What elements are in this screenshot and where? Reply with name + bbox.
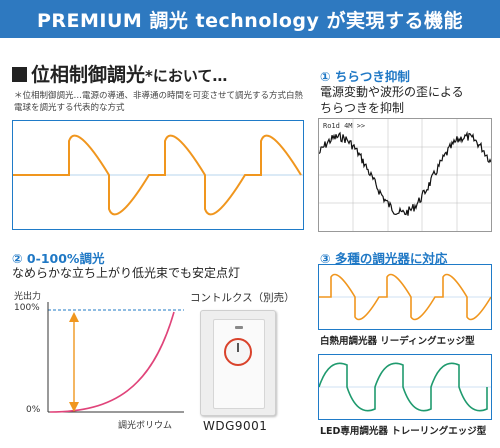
leading-edge-waveform: [13, 134, 303, 216]
phase-control-heading-text: 位相制御調光: [31, 64, 146, 86]
flicker-desc-line1: 電源変動や波形の歪による: [320, 85, 464, 99]
x-axis-label: 調光ボリウム: [118, 421, 173, 431]
trailing-edge-line: [319, 362, 488, 412]
y-bottom-label: 0%: [26, 405, 41, 415]
y-top-label: 100%: [14, 303, 40, 313]
scope-grid: [319, 119, 491, 231]
dimming-desc: なめらかな立ち上がり低光束でも安定点灯: [12, 266, 241, 280]
scope-label: Ro1d 4M >>: [323, 122, 365, 130]
trailing-edge-panel: [318, 354, 492, 420]
banner-title: PREMIUM 調光 technology が実現する機能: [36, 9, 464, 32]
trailing-edge-small-waveform: [319, 362, 491, 412]
controller-label: コントルクス（別売）: [190, 292, 295, 304]
dimming-section-title: ② 0-100%調光: [12, 251, 105, 266]
controller-model: WDG9001: [203, 419, 268, 433]
phase-control-note: ＊位相制御調光…電源の導通、非導通の時間を可変させて調光する方式白熱電球を調光す…: [14, 91, 304, 113]
incandescent-caption: 白熱用調光器 リーディングエッジ型: [320, 336, 475, 347]
range-arrow-up-icon: [69, 312, 79, 322]
phase-control-heading: 位相制御調光*において…: [12, 60, 227, 87]
dimmer-switch-device: [200, 310, 276, 416]
compat-section-title: ③ 多種の調光器に対応: [320, 251, 448, 266]
leading-edge-panel: [318, 264, 492, 330]
dimming-curve: [49, 311, 175, 413]
title-banner: PREMIUM 調光 technology が実現する機能: [0, 0, 500, 38]
dimmer-indicator: [235, 326, 243, 329]
range-arrow-down-icon: [69, 402, 79, 412]
dimmer-knob-icon: [224, 338, 252, 366]
oscilloscope-trace: Ro1d 4M >>: [319, 119, 491, 231]
dimmer-plate: [213, 319, 265, 409]
noisy-sine-trace: [319, 130, 491, 216]
led-caption: LED専用調光器 トレーリングエッジ型: [320, 426, 487, 437]
phase-cut-waveform-line: [13, 134, 302, 216]
leading-edge-small-waveform: [319, 273, 491, 321]
dimming-curve-chart: [47, 302, 184, 413]
flicker-section-title: ① ちらつき抑制: [320, 69, 410, 84]
phase-cut-waveform-panel: [12, 120, 304, 230]
leading-edge-line: [319, 273, 491, 321]
phase-control-heading-suffix: *において…: [145, 67, 228, 85]
square-bullet-icon: [12, 67, 27, 82]
flicker-desc-line2: ちらつきを抑制: [320, 101, 405, 115]
oscilloscope-panel: Ro1d 4M >>: [318, 118, 492, 232]
y-axis-label: 光出力: [14, 292, 42, 302]
